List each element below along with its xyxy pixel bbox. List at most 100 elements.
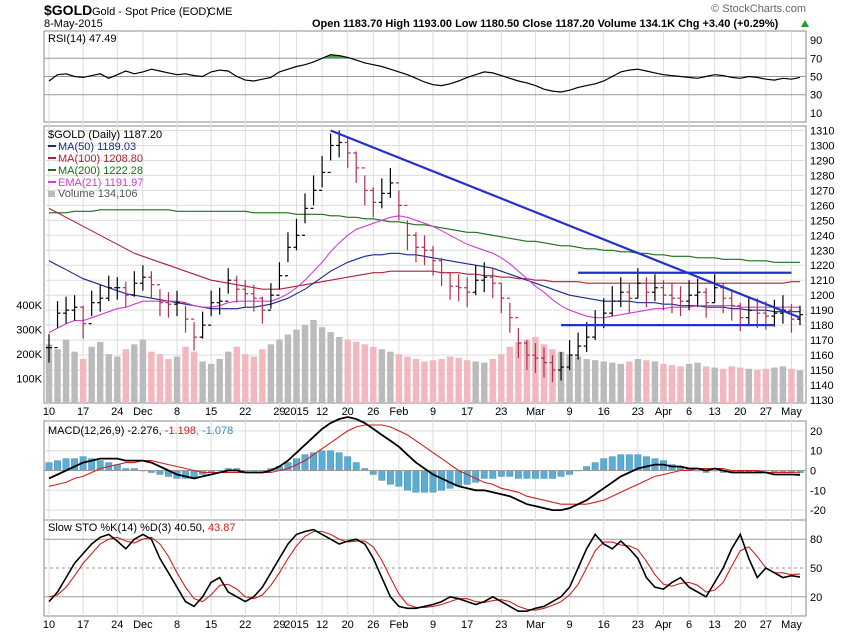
price-bar <box>293 218 300 251</box>
macd-legend: MACD(12,26,9) -2.276, -1.198, -1.078 <box>48 425 233 437</box>
x-tick-label: Mar <box>526 406 545 418</box>
price-bar <box>250 284 257 312</box>
price-bar <box>540 347 547 378</box>
volume-bar <box>404 356 411 403</box>
price-bar <box>583 322 590 353</box>
x-tick-label: 15 <box>205 619 217 631</box>
macd-histogram-bar <box>642 456 650 471</box>
macd-histogram-bar <box>446 470 454 489</box>
volume-tick-label: 100K <box>16 374 42 386</box>
price-y-tick-label: 1140 <box>810 380 834 392</box>
price-bar <box>165 292 172 318</box>
price-bar <box>797 305 803 326</box>
volume-bar <box>489 359 496 403</box>
volume-bar <box>293 329 300 403</box>
macd-histogram-bar <box>608 456 616 471</box>
legend-volume: Volume 134,106 <box>58 188 138 200</box>
price-bar <box>668 283 675 314</box>
volume-bar <box>506 346 514 403</box>
volume-bar <box>122 349 130 403</box>
volume-bar <box>301 324 309 403</box>
macd-histogram-bar <box>497 470 505 477</box>
legend-ma200: MA(200) 1222.28 <box>58 165 143 177</box>
x-tick-label: 13 <box>709 406 721 418</box>
x-tick-label: 23 <box>632 406 644 418</box>
price-bar <box>284 232 291 277</box>
volume-bar <box>515 341 522 403</box>
price-bar <box>199 311 206 339</box>
macd-histogram-bar <box>344 456 352 471</box>
price-bar <box>233 275 240 303</box>
price-bar <box>208 290 215 326</box>
sto-y-tick-label: 20 <box>810 592 822 604</box>
macd-histogram-bar <box>532 470 539 479</box>
x-tick-label: Apr <box>655 619 672 631</box>
price-bar <box>148 271 155 299</box>
volume-bar <box>429 360 437 403</box>
volume-bar <box>62 339 70 403</box>
ema21-line <box>48 215 800 334</box>
macd-histogram-bar <box>480 470 488 479</box>
volume-bar <box>566 354 573 403</box>
volume-bar <box>719 368 727 403</box>
price-bar <box>302 193 309 236</box>
volume-bar <box>284 334 292 403</box>
price-bar <box>105 275 112 302</box>
volume-bar <box>225 351 232 403</box>
macd-y-tick-label: -10 <box>810 485 826 497</box>
volume-bar <box>523 339 531 403</box>
price-bar <box>370 187 377 218</box>
rsi-y-tick-label: 30 <box>810 90 822 102</box>
macd-histogram-bar <box>463 470 471 485</box>
price-bar <box>506 297 513 333</box>
price-bar <box>498 282 505 314</box>
price-y-tick-label: 1250 <box>810 215 834 227</box>
price-bar <box>395 182 402 221</box>
macd-histogram-bar <box>386 470 394 485</box>
gridlines <box>44 31 806 616</box>
price-bar <box>259 296 266 324</box>
price-y-tick-label: 1240 <box>810 230 834 242</box>
price-bar <box>472 265 479 296</box>
price-y-tick-label: 1230 <box>810 245 834 257</box>
price-bar <box>242 280 249 308</box>
volume-bar <box>438 359 445 403</box>
x-tick-label: 20 <box>734 619 746 631</box>
volume-bar <box>79 359 87 403</box>
volume-bar <box>583 359 590 403</box>
price-bar <box>489 268 496 299</box>
macd-histogram-bar <box>318 450 326 471</box>
price-bar <box>600 298 607 329</box>
price-legend: $GOLD (Daily) 1187.20 MA(50) 1189.03 MA(… <box>48 129 162 200</box>
x-tick-label: 27 <box>760 406 772 418</box>
price-bar <box>97 284 104 312</box>
x-tick-label: 9 <box>430 619 436 631</box>
macd-histogram-bar <box>617 454 625 471</box>
macd-histogram-bar <box>514 470 522 479</box>
price-bar <box>609 286 616 317</box>
price-bar <box>387 167 394 198</box>
legend-macd-signal: -1.198 <box>165 425 196 437</box>
volume-bar <box>771 367 778 403</box>
price-bar <box>225 268 232 302</box>
legend-macd: MACD(12,26,9) -2.276, <box>48 425 165 437</box>
price-bar <box>174 290 181 317</box>
price-bar <box>745 296 752 326</box>
volume-bar <box>446 356 454 403</box>
x-tick-label: May <box>781 619 802 631</box>
x-tick-label: 9 <box>567 406 573 418</box>
price-y-tick-label: 1150 <box>810 365 834 377</box>
price-bar <box>80 305 87 339</box>
price-bar <box>88 290 95 325</box>
price-bar <box>523 340 530 371</box>
volume-bar <box>702 366 710 403</box>
price-y-tick-label: 1300 <box>810 140 834 152</box>
macd-histogram-bar <box>625 454 633 471</box>
price-bar <box>694 278 701 308</box>
svg-text:MACD(12,26,9) -2.276, -1.198,: MACD(12,26,9) -2.276, -1.198, -1.078 <box>48 425 233 437</box>
x-tick-label: 17 <box>77 406 89 418</box>
macd-histogram-bar <box>301 454 309 471</box>
volume-bar <box>591 360 599 403</box>
volume-bar <box>71 351 78 403</box>
volume-bar <box>387 351 394 403</box>
